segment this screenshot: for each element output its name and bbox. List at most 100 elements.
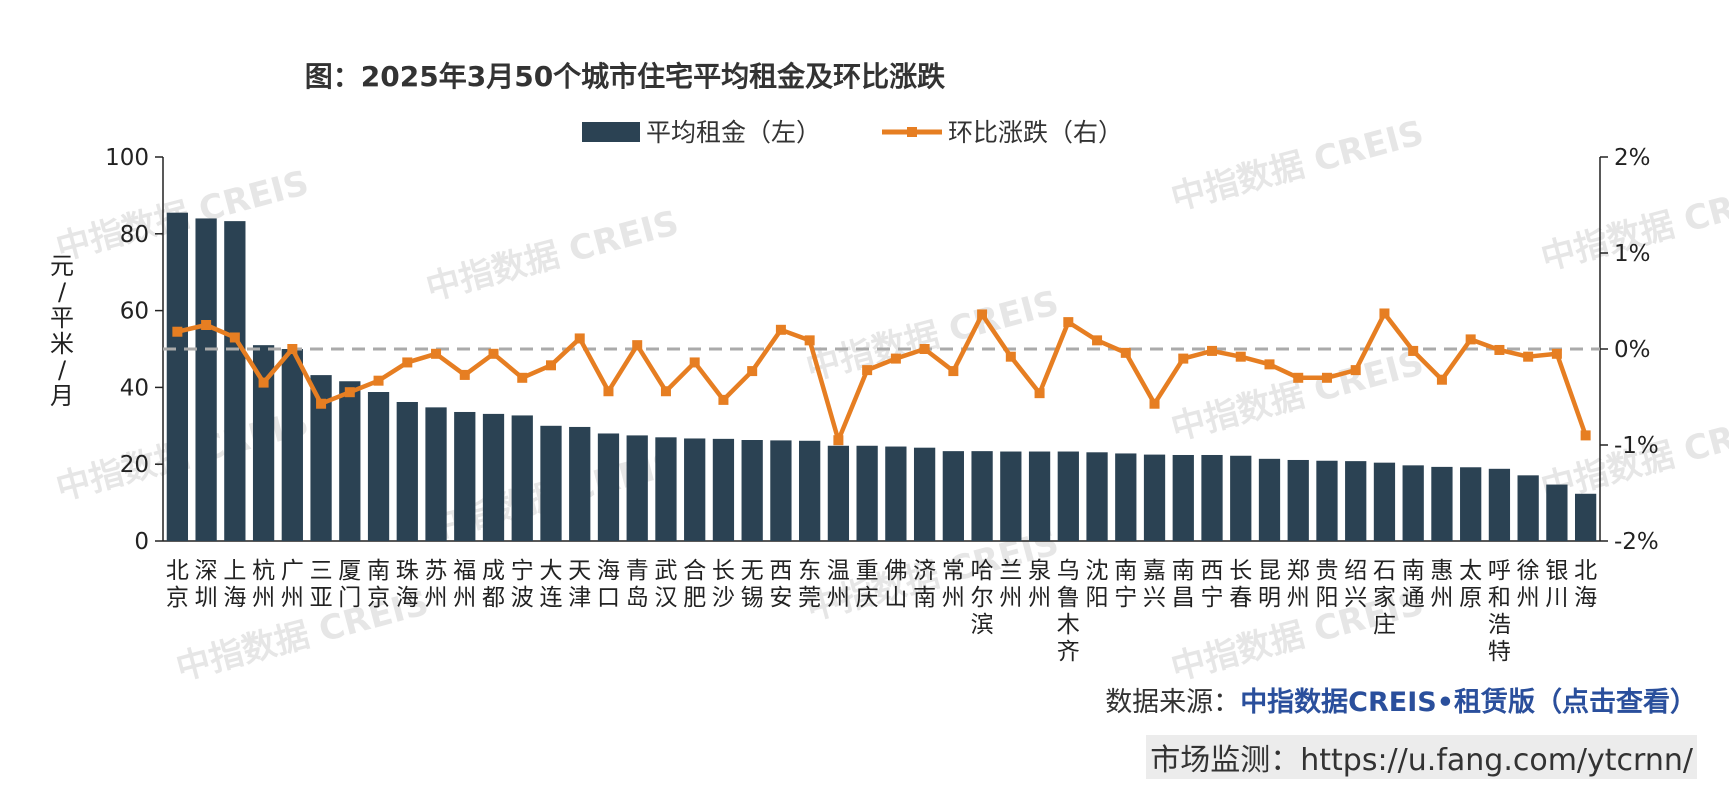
category-label: 东莞	[798, 558, 821, 611]
change-point	[948, 366, 959, 377]
data-source: 数据来源：中指数据CREIS•租赁版（点击查看）	[1105, 680, 1697, 719]
rent-bar	[1028, 451, 1051, 541]
change-point	[718, 394, 729, 405]
rent-bar	[770, 440, 792, 541]
category-label: 佛山	[884, 558, 907, 611]
category-label: 呼和浩特	[1488, 558, 1511, 665]
y2-tick-label: 0%	[1614, 337, 1651, 363]
change-point	[172, 326, 183, 337]
rent-bar	[1373, 462, 1396, 541]
rent-bar	[626, 435, 648, 541]
y-tick-label: 40	[120, 375, 149, 401]
category-label: 福州	[453, 558, 476, 611]
rent-bar	[425, 407, 447, 541]
change-point	[1321, 372, 1332, 383]
category-label: 上海	[223, 558, 246, 611]
category-label: 泉州	[1028, 558, 1051, 611]
category-label: 南昌	[1172, 558, 1195, 611]
rent-bar	[799, 440, 821, 541]
change-point	[1063, 317, 1074, 328]
change-point	[1350, 365, 1361, 376]
y-tick-label: 60	[120, 299, 149, 325]
change-point	[1436, 374, 1447, 385]
category-label: 合肥	[683, 558, 706, 611]
change-point	[1034, 388, 1045, 399]
change-point	[747, 366, 758, 377]
change-point	[402, 357, 413, 368]
source-link[interactable]: 中指数据CREIS•租赁版（点击查看）	[1240, 687, 1697, 718]
category-label: 沈阳	[1086, 558, 1109, 611]
change-point	[804, 335, 815, 346]
category-label: 乌鲁木齐	[1057, 558, 1080, 665]
change-point	[689, 357, 700, 368]
rent-bar	[166, 212, 189, 541]
category-label: 南通	[1402, 558, 1425, 611]
y-tick-label: 100	[105, 145, 149, 171]
category-label: 南京	[367, 558, 390, 611]
rent-bar	[1488, 468, 1511, 541]
market-monitor[interactable]: 市场监测：https://u.fang.com/ytcrnn/	[1146, 735, 1697, 779]
legend-bar-label: 平均租金（左）	[646, 118, 821, 147]
change-point	[316, 398, 327, 409]
watermark-text: 中指数据 CREIS	[1167, 113, 1428, 219]
legend-line-label: 环比涨跌（右）	[948, 118, 1123, 147]
y2-tick-label: -1%	[1614, 433, 1659, 459]
change-point	[1120, 347, 1131, 358]
category-label: 长春	[1229, 558, 1252, 611]
category-label: 郑州	[1287, 558, 1310, 611]
category-label: 广州	[281, 558, 304, 611]
category-label: 武汉	[654, 558, 677, 611]
category-label: 宁波	[511, 558, 534, 611]
rent-bar	[913, 447, 936, 541]
category-label: 徐州	[1517, 558, 1540, 611]
change-point	[459, 369, 470, 380]
category-label: 珠海	[396, 558, 419, 611]
rent-bar	[195, 218, 217, 541]
category-label: 成都	[482, 558, 505, 611]
change-point	[1580, 430, 1591, 441]
category-label: 西安	[769, 558, 792, 611]
rent-bar	[367, 392, 390, 541]
rent-bar	[942, 451, 964, 541]
change-point	[229, 332, 240, 343]
rent-bar	[1460, 467, 1482, 541]
watermark-text: 中指数据 CREIS	[422, 203, 683, 309]
change-point	[862, 365, 873, 376]
rent-bar	[684, 438, 706, 541]
category-label: 青岛	[626, 558, 649, 611]
change-point	[258, 377, 269, 388]
change-point	[1293, 372, 1304, 383]
rent-bar	[454, 411, 476, 541]
rent-bar	[1057, 451, 1079, 541]
category-label: 太原	[1459, 558, 1482, 611]
rent-bar	[569, 426, 591, 541]
change-point	[1465, 334, 1476, 345]
bar-series	[166, 212, 1597, 542]
category-label: 三亚	[310, 558, 333, 611]
change-point	[1379, 308, 1390, 319]
category-label: 嘉兴	[1143, 558, 1166, 611]
category-label: 北京	[166, 558, 189, 611]
rent-bar	[482, 413, 505, 541]
rent-bar	[827, 445, 850, 541]
rent-bar	[885, 446, 907, 541]
category-label: 昆明	[1258, 558, 1281, 611]
source-prefix: 数据来源：	[1105, 687, 1241, 718]
change-point	[660, 386, 671, 397]
legend-bar-swatch	[582, 122, 640, 142]
category-label: 长沙	[712, 558, 735, 611]
change-point	[775, 324, 786, 335]
change-point	[1207, 345, 1218, 356]
rent-bar	[252, 345, 275, 541]
rent-bar	[712, 438, 735, 541]
rent-bar	[1287, 459, 1309, 541]
rent-bar	[1230, 455, 1252, 541]
rent-bar	[1000, 451, 1022, 541]
rent-bar	[310, 375, 332, 541]
category-labels: 北京深圳上海杭州广州三亚厦门南京珠海苏州福州成都宁波大连天津海口青岛武汉合肥长沙…	[166, 558, 1597, 665]
rent-bar	[1201, 454, 1223, 541]
change-point	[1551, 348, 1562, 359]
change-point	[545, 360, 556, 371]
rent-bar	[396, 401, 418, 541]
